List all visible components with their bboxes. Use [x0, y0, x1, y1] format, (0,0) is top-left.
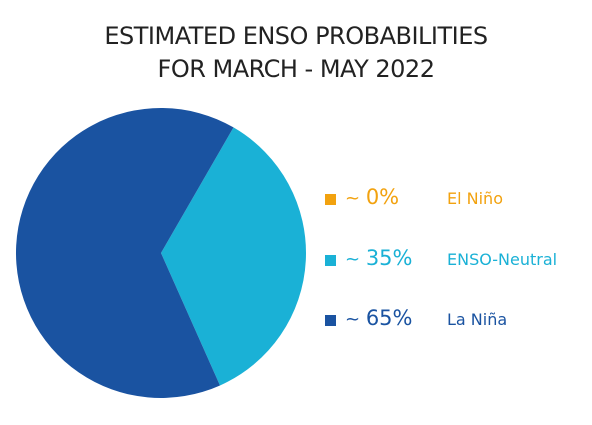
percent-value: 65%	[365, 306, 413, 330]
pie-slice-la-ni-a	[15, 108, 234, 399]
chart-title: ESTIMATED ENSO PROBABILITIES	[104, 22, 488, 50]
tilde-symbol: ~	[345, 249, 366, 270]
legend-label-la-nina: La Niña	[447, 310, 508, 329]
pie-slice-enso-neutral	[161, 127, 306, 386]
percent-value: 0%	[365, 185, 400, 209]
legend-value-la-nina: ~ 65%	[345, 306, 413, 330]
tilde-symbol: ~	[345, 309, 366, 330]
legend-label-enso-neutral: ENSO-Neutral	[447, 250, 558, 269]
legend-value-el-nino: ~ 0%	[345, 185, 399, 209]
legend-swatch-enso-neutral	[325, 255, 336, 266]
legend-value-enso-neutral: ~ 35%	[345, 246, 413, 270]
tilde-symbol: ~	[345, 188, 366, 209]
percent-value: 35%	[365, 246, 413, 270]
legend-swatch-la-nina	[325, 315, 336, 326]
chart-subtitle: FOR MARCH - MAY 2022	[157, 55, 435, 83]
legend-swatch-el-nino	[325, 194, 336, 205]
legend-label-el-nino: El Niño	[447, 189, 503, 208]
